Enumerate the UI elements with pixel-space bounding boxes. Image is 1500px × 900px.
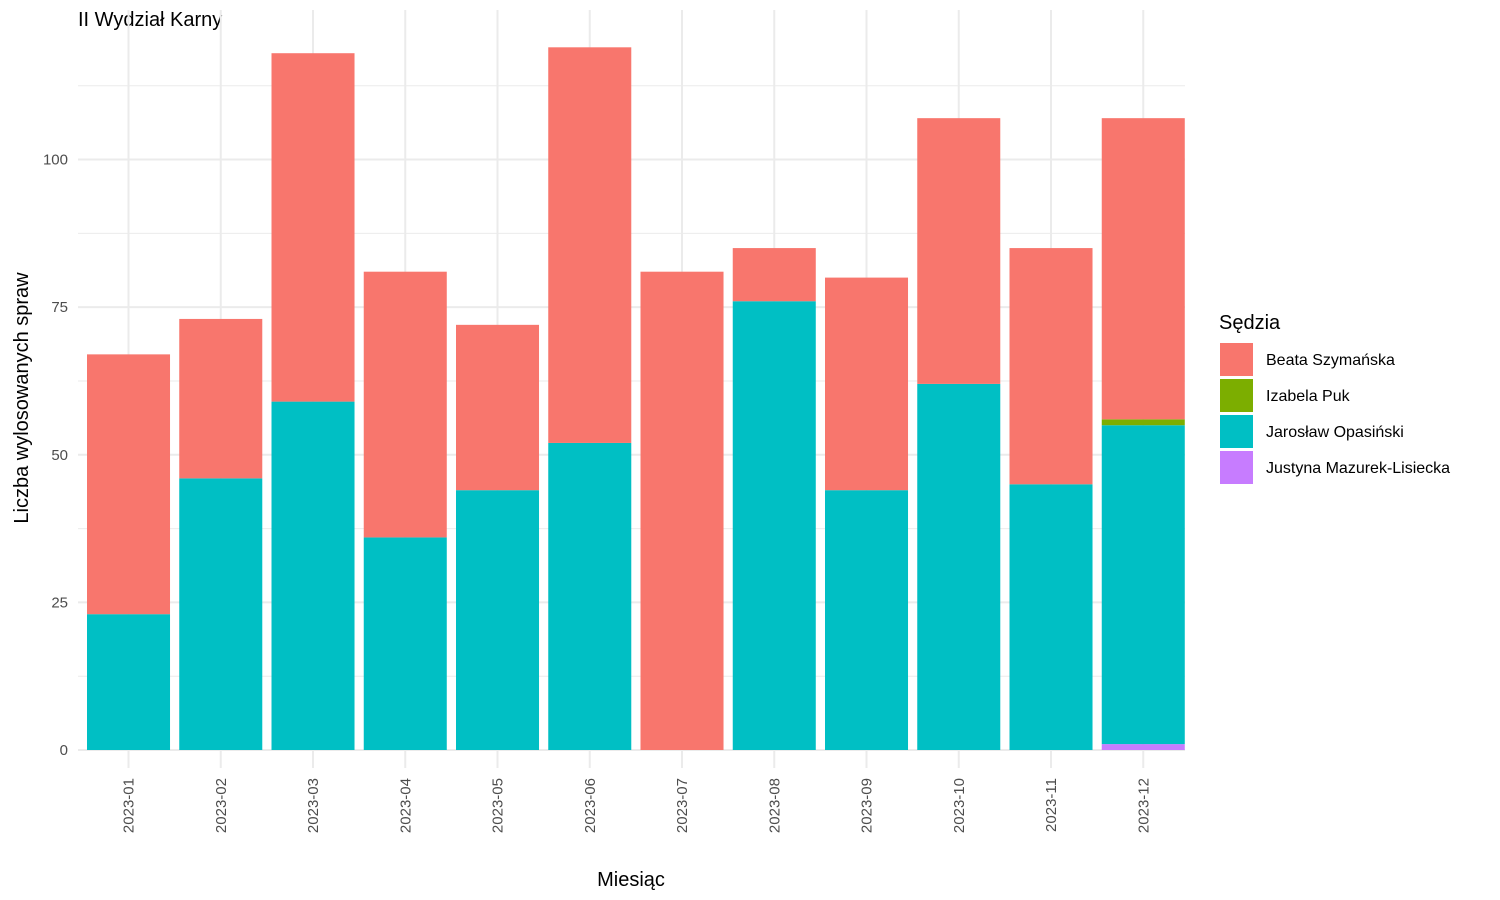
bar-segment	[271, 53, 355, 402]
bar-segment	[917, 118, 1001, 384]
y-tick-label: 25	[51, 594, 68, 611]
bar-segment	[456, 324, 540, 491]
legend-label: Jarosław Opasiński	[1266, 424, 1404, 441]
x-tick-label: 2023-02	[213, 778, 230, 833]
y-tick-label: 50	[51, 447, 68, 464]
bar-segment	[1101, 118, 1185, 420]
bar-segment	[732, 301, 816, 750]
bar-segment	[179, 318, 263, 479]
y-axis-title: Liczba wylosowanych spraw	[11, 272, 33, 524]
x-tick-label: 2023-07	[674, 778, 691, 833]
y-tick-label: 75	[51, 299, 68, 316]
y-axis-ticks: 0 25 50 75 100	[43, 152, 68, 760]
x-axis-ticks: 2023-01 2023-02 2023-03 2023-04 2023-05 2023-…	[121, 778, 1153, 833]
bar-segment	[87, 614, 171, 750]
y-tick-label: 0	[60, 742, 68, 759]
x-tick-label: 2023-03	[305, 778, 322, 833]
bar-segment	[548, 47, 632, 443]
bar-segment	[1009, 248, 1093, 485]
x-tick-label: 2023-09	[859, 778, 876, 833]
bar-segment	[917, 383, 1001, 750]
legend-label: Izabela Puk	[1266, 388, 1351, 405]
x-tick-label: 2023-05	[490, 778, 507, 833]
x-tick-label: 2023-04	[397, 778, 414, 833]
bar-segment	[363, 271, 447, 538]
bar-segment	[1009, 484, 1093, 750]
legend-label: Justyna Mazurek-Lisiecka	[1266, 460, 1450, 477]
bar-segment	[640, 271, 724, 750]
y-tick-label: 100	[43, 152, 68, 169]
bar-segment	[87, 354, 171, 615]
bar-segment	[271, 401, 355, 750]
legend-key	[1220, 415, 1253, 448]
bars	[87, 47, 1185, 750]
bar-segment	[732, 248, 816, 302]
x-tick-label: 2023-10	[951, 778, 968, 833]
x-tick-label: 2023-12	[1135, 778, 1152, 833]
legend-label: Beata Szymańska	[1266, 352, 1395, 369]
chart-title: II Wydział Karny	[78, 9, 222, 31]
bar-segment	[825, 490, 909, 750]
legend-key	[1220, 451, 1253, 484]
bar-segment	[1101, 744, 1185, 750]
x-tick-label: 2023-11	[1043, 778, 1060, 832]
bar-segment	[456, 490, 540, 750]
bar-segment	[548, 442, 632, 750]
legend-key	[1220, 379, 1253, 412]
bar-segment	[825, 277, 909, 491]
legend: Sędzia Beata Szymańska Izabela Puk Jarosła…	[1219, 312, 1450, 484]
x-tick-label: 2023-01	[121, 778, 138, 833]
legend-title: Sędzia	[1219, 312, 1281, 334]
bar-segment	[179, 478, 263, 750]
legend-key	[1220, 343, 1253, 376]
bar-segment	[1101, 425, 1185, 745]
bar-segment	[363, 537, 447, 750]
x-tick-label: 2023-08	[766, 778, 783, 833]
x-axis-title: Miesiąc	[597, 869, 665, 891]
bar-segment	[1101, 419, 1185, 426]
x-tick-label: 2023-06	[582, 778, 599, 833]
